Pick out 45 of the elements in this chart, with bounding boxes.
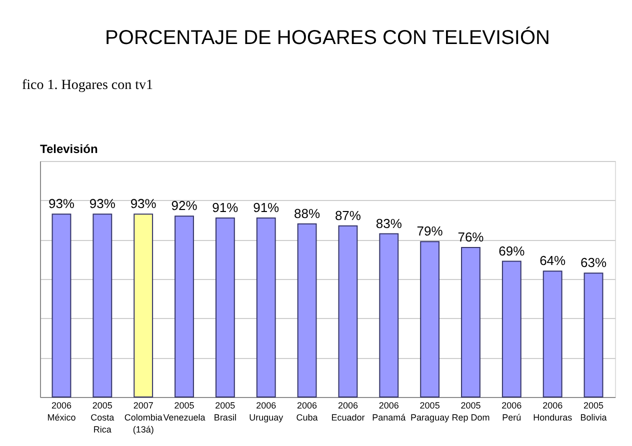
bar (584, 272, 604, 398)
x-tick-label: 2006 Honduras (533, 400, 573, 422)
bar (420, 241, 440, 398)
bar (379, 233, 399, 398)
chart-subtitle: Televisión (40, 142, 98, 156)
text: fico 1. Hogares con tv1 (22, 78, 154, 93)
data-label: 93% (130, 196, 157, 212)
data-label: 91% (253, 200, 280, 216)
data-label: 91% (212, 200, 239, 216)
x-tick-label: 2005 Venezuela (163, 400, 206, 422)
x-tick-label: 2005 Paraguay (410, 400, 450, 422)
x-tick-label: 2007 Colombia (13á) (124, 400, 162, 434)
data-label: 83% (376, 216, 402, 231)
data-label: 92% (171, 198, 198, 214)
x-tick-label: 2006 Ecuador (331, 400, 365, 422)
data-label: 79% (416, 224, 444, 239)
x-tick-label: 2005 Bolivia (580, 400, 607, 422)
chart-title: PORCENTAJE DE HOGARES CON TELEVISIÓN (105, 26, 550, 49)
x-tick-label: 2005 Brasil (214, 400, 236, 422)
x-tick-label: 2006 Panamá (372, 400, 406, 422)
bar (134, 214, 154, 398)
x-tick-label: 2006 Cuba (296, 400, 318, 422)
bar (215, 218, 235, 398)
data-label: 76% (458, 230, 484, 245)
bar (502, 260, 522, 398)
data-label: 87% (334, 208, 362, 223)
x-tick-label: 2006 Perú (502, 400, 522, 422)
bar (461, 247, 480, 398)
bar (542, 270, 562, 398)
x-tick-label: 2006 México (47, 400, 76, 422)
data-label: 93% (48, 196, 75, 212)
data-label: 88% (294, 206, 320, 221)
bar (338, 225, 358, 398)
data-label: 69% (498, 243, 526, 258)
bar (92, 214, 112, 398)
data-label: 63% (580, 255, 607, 270)
bar (174, 216, 194, 398)
bar (52, 214, 72, 398)
x-tick-label: 2005 Rep Dom (452, 400, 490, 422)
data-label: 64% (540, 253, 566, 268)
bar (256, 218, 276, 398)
bar (297, 223, 317, 398)
data-label: 93% (89, 196, 116, 212)
x-tick-label: 2005 Costa Rica (90, 400, 114, 434)
x-tick-label: 2006 Uruguay (249, 400, 284, 422)
